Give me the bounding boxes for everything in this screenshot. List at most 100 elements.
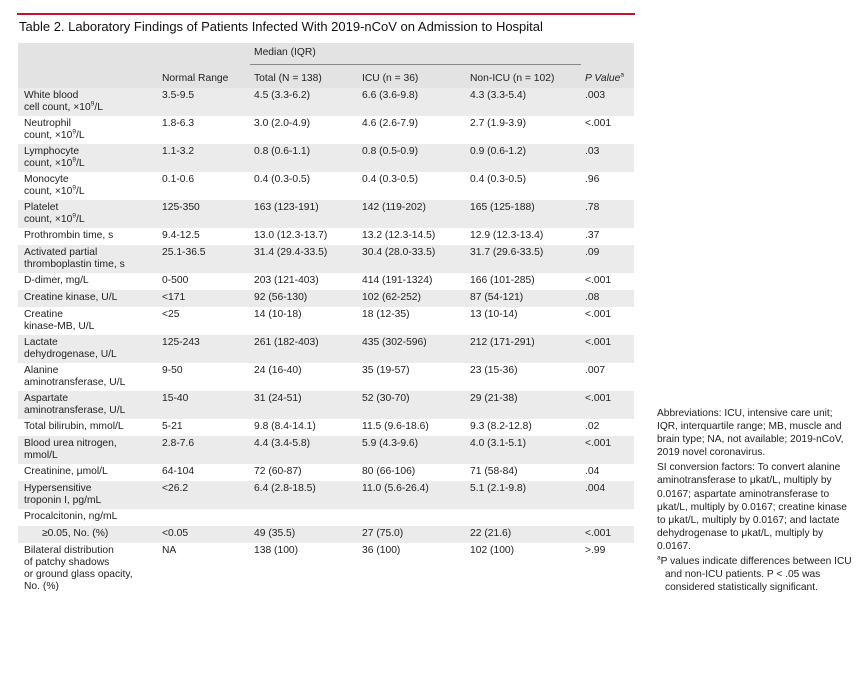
normal-range-cell: 0.1-0.6: [162, 174, 195, 185]
total-cell: 14 (10-18): [254, 309, 302, 320]
total-cell: 13.0 (12.3-13.7): [254, 230, 328, 241]
median-iqr-header: Median (IQR): [250, 43, 582, 65]
icu-cell: 0.8 (0.5-0.9): [362, 146, 419, 157]
normal-range-cell: 5-21: [162, 421, 183, 432]
p-value-cell: <.001: [585, 337, 612, 348]
table-row: Lymphocyte count, ×109/L 1.1-3.2 0.8 (0.6-1…: [18, 144, 635, 172]
table-row: Bilateral distribution of patchy shadows o…: [18, 543, 635, 595]
abbreviations-note: Abbreviations: ICU, intensive care unit;…: [657, 408, 844, 459]
table-row: White blood cell count, ×109/L 3.5-9.5 4.5 …: [18, 88, 635, 116]
non-icu-cell: 165 (125-188): [470, 202, 535, 213]
total-cell: 31.4 (29.4-33.5): [254, 247, 328, 258]
normal-range-cell: 1.8-6.3: [162, 118, 195, 129]
row-label: Creatinine, μmol/L: [24, 466, 108, 477]
table-row: Total bilirubin, mmol/L 5-21 9.8 (8.4-14.1…: [18, 419, 635, 436]
row-label: Prothrombin time, s: [24, 230, 114, 241]
row-label: Creatine kinase, U/L: [24, 292, 118, 303]
table-row: Creatinine, μmol/L 64-104 72 (60-87) 80 (66…: [18, 464, 635, 481]
normal-range-cell: <25: [162, 309, 180, 320]
p-value-cell: <.001: [585, 309, 612, 320]
icu-cell: 6.6 (3.6-9.8): [362, 90, 419, 101]
icu-cell: 13.2 (12.3-14.5): [362, 230, 436, 241]
non-icu-cell: 102 (100): [470, 545, 515, 556]
total-cell: 92 (56-130): [254, 292, 308, 303]
normal-range-cell: 125-350: [162, 202, 200, 213]
total-cell: 31 (24-51): [254, 393, 302, 404]
icu-cell: 0.4 (0.3-0.5): [362, 174, 419, 185]
row-label: Procalcitonin, ng/mL: [24, 511, 118, 522]
normal-range-cell: 9-50: [162, 365, 183, 376]
lab-findings-table: Median (IQR) Normal Range Total (N = 138…: [18, 43, 635, 595]
p-value-cell: >.99: [585, 545, 606, 556]
table-row: ≥0.05, No. (%) <0.05 49 (35.5) 27 (75.0) 22 …: [18, 526, 635, 543]
table-row: Platelet count, ×109/L 125-350 163 (123-191…: [18, 200, 635, 228]
icu-header: ICU (n = 36): [362, 73, 419, 84]
normal-range-cell: <171: [162, 292, 186, 303]
normal-range-header: Normal Range: [162, 73, 229, 84]
table-row: Aspartate aminotransferase, U/L 15-40 31 (2…: [18, 391, 635, 419]
non-icu-cell: 4.0 (3.1-5.1): [470, 438, 527, 449]
row-label: White blood cell count, ×109/L: [24, 90, 103, 113]
non-icu-cell: 166 (101-285): [470, 275, 535, 286]
normal-range-cell: 0-500: [162, 275, 189, 286]
row-label: Aspartate aminotransferase, U/L: [24, 393, 126, 416]
icu-cell: 435 (302-596): [362, 337, 427, 348]
table-row: Creatine kinase, U/L <171 92 (56-130) 102 (…: [18, 290, 635, 307]
row-label: Lactate dehydrogenase, U/L: [24, 337, 117, 360]
normal-range-cell: 9.4-12.5: [162, 230, 200, 241]
total-cell: 0.8 (0.6-1.1): [254, 146, 311, 157]
normal-range-cell: NA: [162, 545, 177, 556]
table-row: Neutrophil count, ×109/L 1.8-6.3 3.0 (2.0-4…: [18, 116, 635, 144]
p-value-cell: <.001: [585, 438, 612, 449]
icu-cell: 11.5 (9.6-18.6): [362, 421, 429, 432]
normal-range-cell: <26.2: [162, 483, 189, 494]
non-icu-cell: 2.7 (1.9-3.9): [470, 118, 527, 129]
row-label: Lymphocyte count, ×109/L: [24, 146, 85, 169]
p-value-cell: .007: [585, 365, 606, 376]
header-row-columns: Normal Range Total (N = 138) ICU (n = 36…: [18, 64, 635, 88]
non-icu-cell: [466, 509, 581, 526]
icu-cell: 5.9 (4.3-9.6): [362, 438, 419, 449]
non-icu-cell: 0.4 (0.3-0.5): [470, 174, 527, 185]
icu-cell: 4.6 (2.6-7.9): [362, 118, 419, 129]
row-label: Platelet count, ×109/L: [24, 202, 85, 225]
non-icu-cell: 22 (21.6): [470, 528, 512, 539]
table-row: Blood urea nitrogen, mmol/L 2.8-7.6 4.4 (3.…: [18, 436, 635, 464]
total-cell: 138 (100): [254, 545, 299, 556]
icu-cell: 30.4 (28.0-33.5): [362, 247, 436, 258]
non-icu-cell: 9.3 (8.2-12.8): [470, 421, 532, 432]
p-value-cell: .02: [585, 421, 600, 432]
table-row: Procalcitonin, ng/mL: [18, 509, 635, 526]
row-label: Creatine kinase-MB, U/L: [24, 309, 95, 332]
total-cell: 203 (121-403): [254, 275, 319, 286]
row-label: Neutrophil count, ×109/L: [24, 118, 85, 141]
row-label: Activated partial thromboplastin time, s: [24, 247, 125, 270]
title-rule: [17, 13, 635, 15]
lab-table-container: Median (IQR) Normal Range Total (N = 138…: [18, 43, 635, 595]
row-label: D-dimer, mg/L: [24, 275, 89, 286]
p-value-cell: .96: [585, 174, 600, 185]
total-header: Total (N = 138): [254, 73, 322, 84]
p-value-cell: <.001: [585, 118, 612, 129]
total-cell: 4.5 (3.3-6.2): [254, 90, 311, 101]
normal-range-cell: 125-243: [162, 337, 200, 348]
table-row: Lactate dehydrogenase, U/L 125-243 261 (182…: [18, 335, 635, 363]
row-label: Total bilirubin, mmol/L: [24, 421, 124, 432]
icu-cell: 36 (100): [362, 545, 401, 556]
non-icu-cell: 4.3 (3.3-5.4): [470, 90, 527, 101]
total-cell: 261 (182-403): [254, 337, 319, 348]
table-footnotes: Abbreviations: ICU, intensive care unit;…: [657, 407, 853, 596]
p-value-cell: .08: [585, 292, 600, 303]
icu-cell: 52 (30-70): [362, 393, 410, 404]
p-value-cell: <.001: [585, 393, 612, 404]
total-cell: 24 (16-40): [254, 365, 302, 376]
table-row: Activated partial thromboplastin time, s 2…: [18, 245, 635, 273]
total-cell: [250, 509, 358, 526]
icu-cell: 27 (75.0): [362, 528, 404, 539]
normal-range-cell: 64-104: [162, 466, 195, 477]
total-cell: 49 (35.5): [254, 528, 296, 539]
table-row: Prothrombin time, s 9.4-12.5 13.0 (12.3-13…: [18, 228, 635, 245]
total-cell: 163 (123-191): [254, 202, 319, 213]
p-value-footnote: aP values indicate differences between I…: [657, 554, 852, 594]
p-value-cell: <.001: [585, 275, 612, 286]
